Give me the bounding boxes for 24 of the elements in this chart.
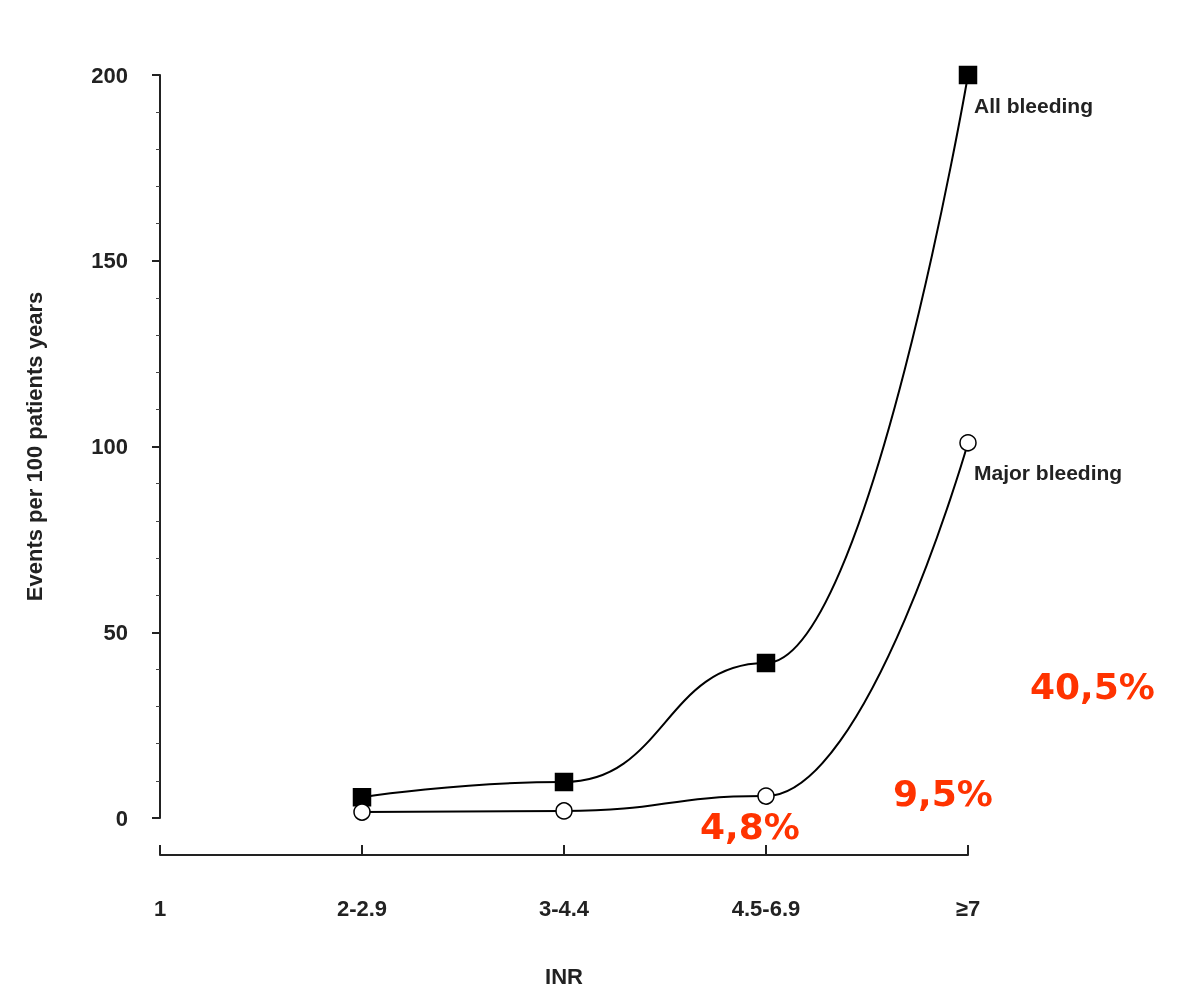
- point: [554, 772, 574, 792]
- y-tick-label: 0: [115, 805, 128, 831]
- point: [959, 434, 977, 452]
- y-axis-title: Events per 100 patients years: [21, 291, 47, 602]
- point: [353, 803, 371, 821]
- annotation: 9,5%: [893, 772, 993, 814]
- series-label: All bleeding: [974, 93, 1094, 117]
- point: [756, 653, 776, 673]
- point: [555, 802, 573, 820]
- x-tick-label: 1: [153, 895, 167, 921]
- y-tick-label: 200: [91, 62, 128, 88]
- point: [757, 787, 775, 805]
- point: [958, 65, 978, 85]
- y-tick-label: 100: [91, 434, 128, 459]
- annotation: 40,5%: [1030, 665, 1155, 707]
- x-tick-label: 4.5-6.9: [731, 895, 801, 921]
- y-tick-label: 50: [103, 619, 128, 645]
- series-label: Major bleeding: [974, 461, 1123, 485]
- x-tick-label: ≥7: [955, 895, 981, 921]
- x-tick-label: 3-4.4: [538, 895, 590, 921]
- annotation: 4,8%: [700, 805, 800, 847]
- x-tick-label: 2-2.9: [336, 895, 388, 921]
- y-tick-label: 150: [91, 248, 128, 274]
- x-axis-title: INR: [545, 963, 584, 989]
